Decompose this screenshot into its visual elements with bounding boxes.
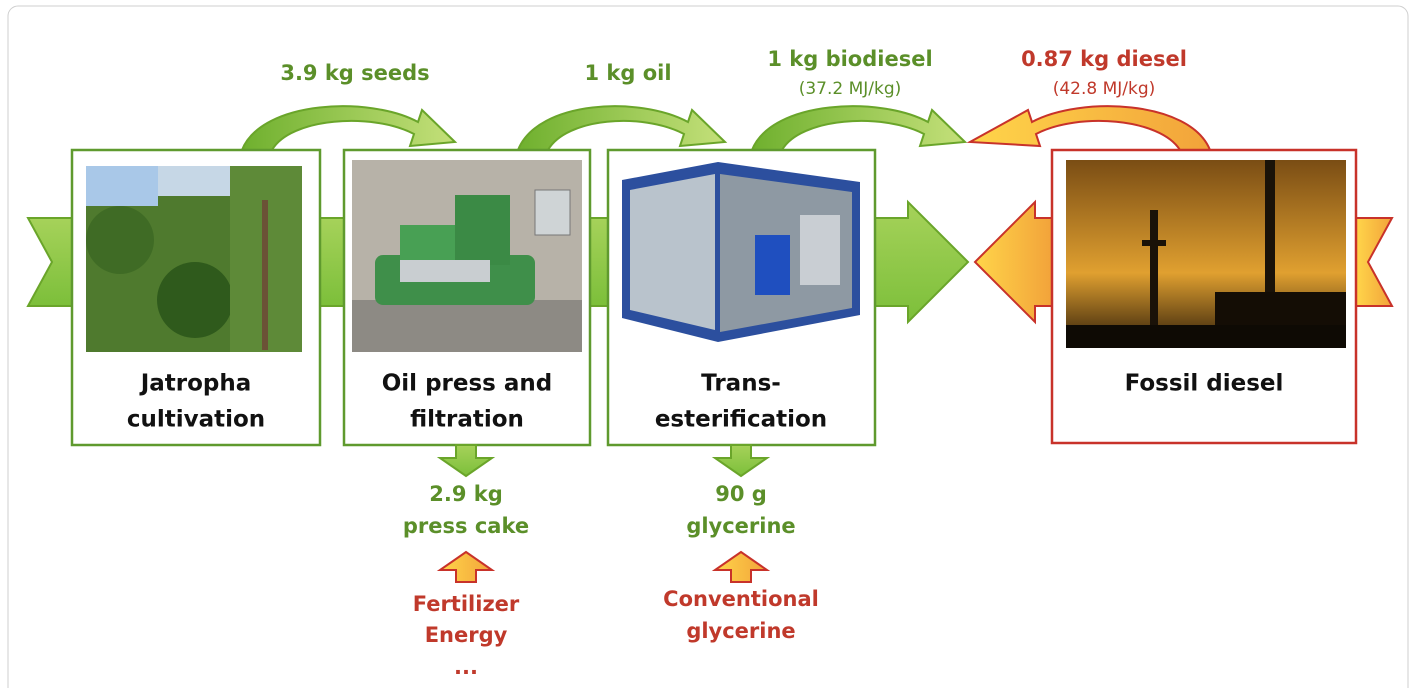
stage-label: Fossil diesel bbox=[1125, 371, 1284, 397]
coproduct-label: glycerine bbox=[686, 514, 795, 538]
photo-transesterification bbox=[622, 162, 860, 342]
flow-label: 1 kg oil bbox=[584, 61, 671, 85]
photo-oil-press bbox=[352, 160, 582, 352]
stage-label: filtration bbox=[410, 407, 524, 433]
substitute-label: glycerine bbox=[686, 619, 795, 643]
coproduct-label: 2.9 kg bbox=[429, 482, 503, 506]
stage-label: Oil press and bbox=[382, 371, 552, 397]
photo-refinery bbox=[1066, 160, 1346, 348]
stage-label: cultivation bbox=[127, 407, 265, 433]
diagram: Jatropha cultivation Oil press and filtr… bbox=[0, 0, 1416, 688]
stage-label: Trans- bbox=[701, 371, 781, 397]
flow-sublabel: (37.2 MJ/kg) bbox=[799, 79, 902, 99]
stage-label: esterification bbox=[655, 407, 827, 433]
page: {"stages": [ {"lines": ["Jatropha", "cul… bbox=[0, 0, 1416, 688]
substitute-label: Energy bbox=[425, 623, 508, 647]
photo-jatropha bbox=[86, 166, 302, 352]
substitute-label: Conventional bbox=[663, 587, 819, 611]
flow-label: 3.9 kg seeds bbox=[280, 61, 429, 85]
flow-sublabel: (42.8 MJ/kg) bbox=[1053, 79, 1156, 99]
curved-arrows bbox=[242, 106, 1210, 150]
stage-label: Jatropha bbox=[139, 371, 252, 397]
substitute-label: Fertilizer bbox=[413, 592, 520, 616]
coproduct-label: 90 g bbox=[715, 482, 767, 506]
coproduct-label: press cake bbox=[403, 514, 529, 538]
substitute-label: ... bbox=[454, 655, 478, 679]
flow-label: 1 kg biodiesel bbox=[767, 47, 932, 71]
flow-label: 0.87 kg diesel bbox=[1021, 47, 1187, 71]
